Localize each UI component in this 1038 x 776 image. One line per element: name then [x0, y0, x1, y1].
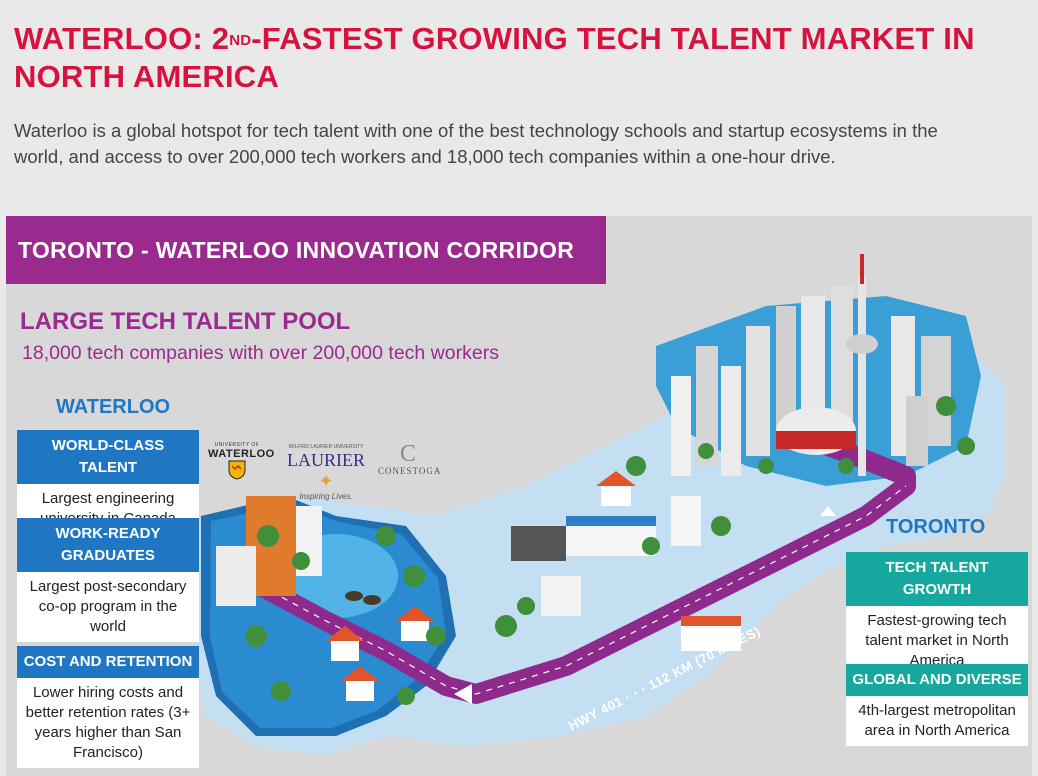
- tree: [957, 437, 975, 455]
- tree: [271, 681, 291, 701]
- office: [541, 576, 581, 616]
- house: [346, 681, 374, 701]
- corridor-map-illustration: [186, 254, 1006, 756]
- card-text: Largest post-secondary co-op program in …: [17, 572, 199, 642]
- uwaterloo-logo-main: WATERLOO: [208, 448, 275, 460]
- roof: [326, 626, 364, 641]
- talent-pool-subtitle: 18,000 tech companies with over 200,000 …: [22, 342, 499, 364]
- tree: [936, 396, 956, 416]
- conestoga-logo-main: CONESTOGA: [378, 466, 442, 476]
- tree: [626, 456, 646, 476]
- headline-part1: WATERLOO: 2: [14, 21, 230, 56]
- conestoga-logo: C CONESTOGA: [378, 441, 442, 476]
- page-headline: WATERLOO: 2ND-FASTEST GROWING TECH TALEN…: [14, 20, 1024, 96]
- laurier-logo-tagline: Inspiring Lives.: [299, 492, 353, 501]
- card-title: WORLD-CLASS TALENT: [17, 430, 199, 484]
- tree: [426, 626, 446, 646]
- stadium-base: [776, 431, 856, 449]
- row-houses-roof: [566, 516, 656, 526]
- tree: [838, 458, 854, 474]
- skyscraper: [696, 346, 718, 466]
- tree: [403, 565, 425, 587]
- tree: [517, 597, 535, 615]
- building: [216, 546, 256, 606]
- tree: [758, 458, 774, 474]
- tree: [711, 516, 731, 536]
- card-title: WORK-READY GRADUATES: [17, 518, 199, 572]
- cn-tower-pod: [846, 334, 878, 354]
- uwaterloo-logo: UNIVERSITY OF WATERLOO: [208, 442, 275, 485]
- uwaterloo-logo-small: UNIVERSITY OF: [214, 442, 260, 448]
- waterloo-card-work-ready-graduates: WORK-READY GRADUATES Largest post-second…: [17, 518, 199, 642]
- barns-roof: [681, 616, 741, 626]
- skyscraper: [721, 366, 741, 476]
- conestoga-logo-mark: C: [399, 441, 416, 467]
- skyscraper: [906, 396, 928, 466]
- house: [401, 621, 429, 641]
- corridor-banner: TORONTO - WATERLOO INNOVATION CORRIDOR: [6, 216, 606, 284]
- waterloo-card-cost-and-retention: COST AND RETENTION Lower hiring costs an…: [17, 646, 199, 768]
- roof: [596, 471, 636, 486]
- card-title: GLOBAL AND DIVERSE: [846, 664, 1028, 696]
- arrow-head-right: [820, 506, 836, 516]
- trees: [245, 396, 975, 705]
- house: [601, 486, 631, 506]
- row-houses: [566, 526, 656, 556]
- tree: [245, 625, 267, 647]
- headline-part2: -FASTEST GROWING TECH TALENT MARKET IN N…: [14, 21, 975, 94]
- toronto-card-global-and-diverse: GLOBAL AND DIVERSE 4th-largest metropoli…: [846, 664, 1028, 746]
- uwaterloo-shield-icon: [228, 460, 246, 480]
- goose: [345, 591, 363, 601]
- intro-paragraph: Waterloo is a global hotspot for tech ta…: [14, 120, 938, 167]
- tree: [495, 615, 517, 637]
- card-title: TECH TALENT GROWTH: [846, 552, 1028, 606]
- goose: [363, 595, 381, 605]
- card-title: COST AND RETENTION: [17, 646, 199, 678]
- roof: [396, 606, 434, 621]
- cn-tower-antenna: [860, 254, 864, 284]
- roof: [341, 666, 379, 681]
- card-text: 4th-largest metropolitan area in North A…: [846, 696, 1028, 746]
- headline-superscript: ND: [229, 32, 252, 49]
- tree: [397, 687, 415, 705]
- laurier-logo-small: WILFRID LAURIER UNIVERSITY: [288, 444, 364, 450]
- tree: [698, 443, 714, 459]
- factory: [511, 526, 566, 561]
- cn-tower-shaft: [858, 276, 866, 476]
- corridor-panel: TORONTO - WATERLOO INNOVATION CORRIDOR L…: [6, 216, 1032, 776]
- tree: [642, 537, 660, 555]
- skyscraper: [831, 286, 853, 426]
- maple-leaf-icon: ✦: [318, 471, 334, 491]
- toronto-label: TORONTO: [886, 516, 986, 538]
- office: [671, 496, 701, 546]
- laurier-logo-main: LAURIER ✦: [278, 450, 374, 492]
- barns: [681, 626, 741, 651]
- waterloo-label: WATERLOO: [56, 396, 171, 418]
- tree: [257, 525, 279, 547]
- card-text: Lower hiring costs and better retention …: [17, 678, 199, 768]
- skyscraper: [776, 306, 796, 446]
- talent-pool-title: LARGE TECH TALENT POOL: [20, 308, 351, 335]
- laurier-logo-wordmark: LAURIER: [287, 450, 365, 470]
- toronto-card-tech-talent-growth: TECH TALENT GROWTH Fastest-growing tech …: [846, 552, 1028, 676]
- skyscraper: [746, 326, 770, 456]
- tree: [292, 552, 310, 570]
- laurier-logo: WILFRID LAURIER UNIVERSITY LAURIER ✦ Ins…: [278, 444, 374, 501]
- house: [331, 641, 359, 661]
- highway-centerline: [260, 485, 907, 695]
- arrow-head-left: [454, 684, 472, 704]
- skyscraper: [671, 376, 691, 476]
- tree: [376, 526, 396, 546]
